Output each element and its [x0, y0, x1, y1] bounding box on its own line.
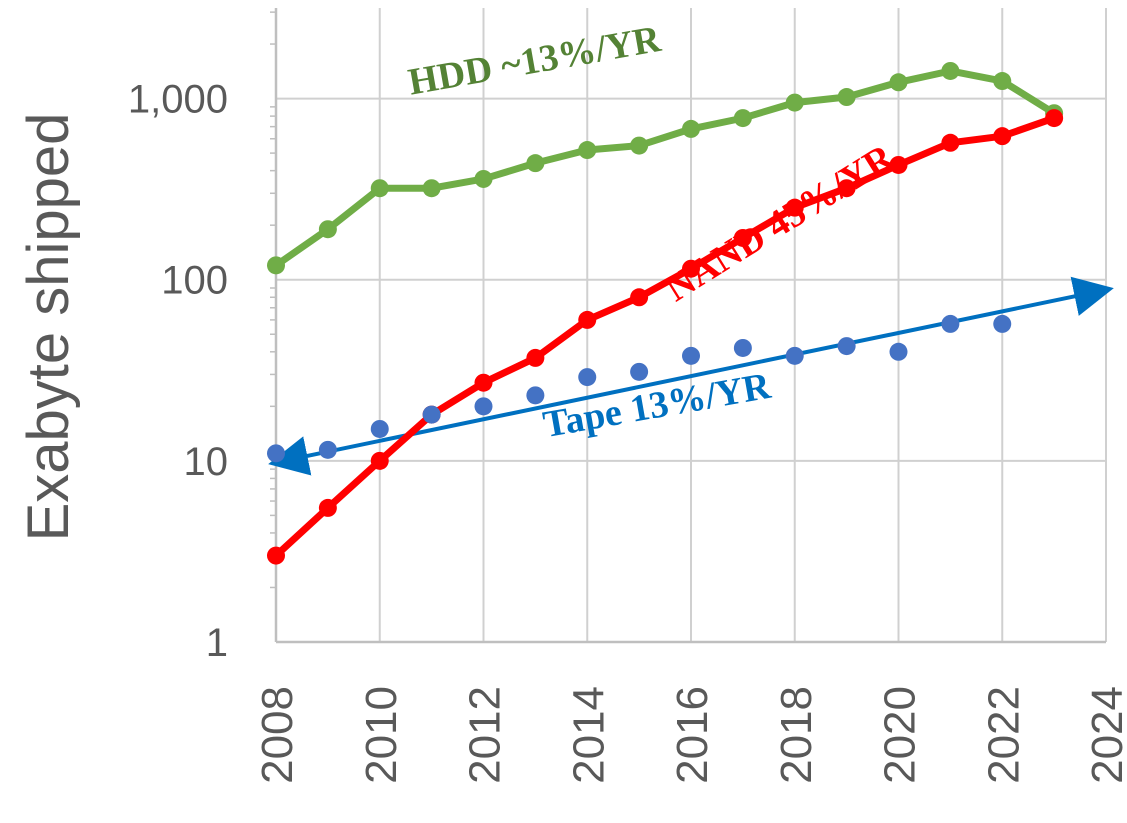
nand-point [1045, 109, 1064, 128]
hdd-point [682, 119, 700, 138]
tape-series [267, 314, 1012, 463]
tape-point [578, 368, 597, 387]
x-tick-label: 2024 [1083, 686, 1127, 784]
hdd-point [837, 88, 856, 107]
hdd-annotation: HDD ~13%/YR [405, 18, 664, 104]
tape-point [474, 397, 493, 416]
tape-annotation: Tape 13%/YR [540, 365, 774, 446]
hdd-point [630, 136, 649, 155]
nand-point [837, 179, 856, 198]
axes: 1 10 100 1,000 2008 2010 2012 2014 2016 2018 2020 2… [128, 8, 1127, 784]
nand-point [526, 348, 545, 367]
x-tick-label: 2020 [876, 686, 925, 784]
nand-point [682, 259, 700, 278]
y-tick-label: 10 [184, 440, 229, 484]
tape-point [733, 338, 752, 357]
tape-point [318, 440, 337, 459]
nand-point [733, 228, 752, 247]
hdd-point [318, 220, 337, 239]
nand-line [272, 114, 1058, 560]
y-tick-label: 1,000 [128, 78, 228, 122]
series-layer [267, 61, 1064, 565]
nand-point [474, 373, 493, 392]
hdd-point [889, 73, 908, 92]
hdd-point [993, 72, 1012, 91]
tape-point [422, 405, 441, 424]
y-tick-label: 100 [161, 259, 228, 303]
tape-point [267, 444, 285, 463]
y-axis-label: Exabyte shipped [16, 113, 81, 542]
hdd-point [422, 179, 441, 198]
tape-point [785, 346, 804, 365]
x-tick-label: 2016 [668, 686, 717, 784]
x-tick-label: 2008 [253, 686, 302, 784]
nand-point [941, 133, 960, 152]
nand-point [785, 198, 804, 217]
x-tick-label: 2018 [772, 686, 821, 784]
nand-point [993, 127, 1012, 146]
nand-annotation: NAND 45%/YR [658, 136, 902, 310]
tape-point [837, 337, 856, 356]
nand-point [630, 288, 649, 307]
hdd-point [370, 179, 389, 198]
hdd-series [267, 61, 1064, 275]
nand-point [370, 451, 389, 470]
tape-point [630, 362, 649, 381]
tape-point [889, 342, 908, 361]
tape-point [682, 346, 700, 365]
hdd-point [733, 109, 752, 128]
hdd-point [267, 256, 285, 275]
tape-point [370, 419, 389, 438]
x-tick-label: 2022 [979, 686, 1028, 784]
hdd-point [941, 61, 960, 80]
hdd-point [578, 141, 597, 160]
x-tick-label: 2012 [461, 686, 510, 784]
x-tick-label: 2014 [564, 686, 613, 784]
grid [275, 8, 1107, 642]
hdd-point [526, 154, 545, 173]
nand-series [267, 109, 1064, 565]
y-tick-label: 1 [206, 621, 228, 665]
x-tick-label: 2010 [357, 686, 406, 784]
hdd-line [272, 67, 1058, 269]
nand-point [267, 546, 285, 565]
nand-point [889, 155, 908, 174]
tape-point [993, 314, 1012, 333]
nand-point [318, 498, 337, 517]
nand-point [578, 310, 597, 329]
hdd-point [785, 93, 804, 112]
tape-point [941, 314, 960, 333]
hdd-point [474, 169, 493, 188]
tape-point [526, 386, 545, 405]
